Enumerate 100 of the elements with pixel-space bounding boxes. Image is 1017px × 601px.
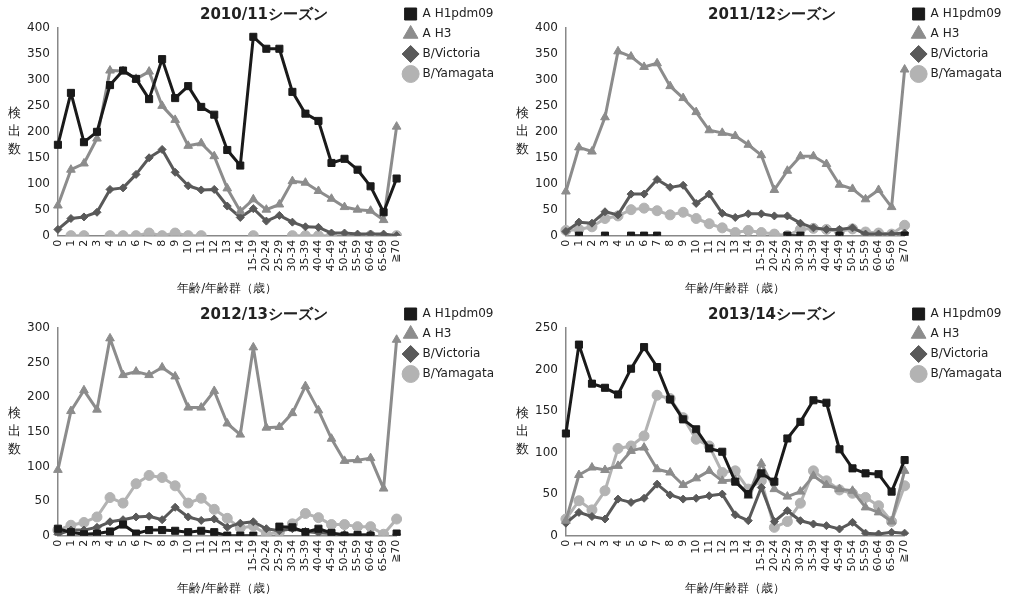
x-tick-label: ≧70	[389, 239, 403, 263]
x-tick-label: 11	[702, 239, 716, 254]
x-tick-label: 35-39	[806, 239, 820, 272]
x-tick-label: 30-34	[793, 539, 807, 572]
legend-label: B/Victoria	[422, 346, 481, 361]
x-tick-label: 40-44	[819, 239, 833, 272]
y-tick-label: 400	[535, 20, 558, 35]
x-tick-label: 20-24	[767, 539, 781, 572]
x-tick-label: 0	[50, 539, 64, 547]
x-tick-label: 12	[207, 239, 221, 254]
x-tick-label: 40-44	[819, 539, 833, 572]
y-tick-label: 50	[542, 201, 558, 216]
x-tick-label: 60-64	[363, 539, 377, 572]
y-tick-label: 100	[27, 175, 50, 190]
legend-label: B/Victoria	[930, 46, 989, 61]
x-tick-label: 10	[181, 239, 195, 254]
x-tick-label: 13	[728, 539, 742, 554]
legend-label: B/Yamagata	[930, 66, 1003, 81]
x-tick-label: 11	[702, 539, 716, 554]
y-tick-label: 250	[27, 354, 50, 369]
x-tick-label: 50-54	[337, 239, 351, 272]
x-tick-label: 50-54	[845, 239, 859, 272]
x-tick-label: 65-69	[884, 539, 898, 572]
x-tick-label: 60-64	[871, 239, 885, 272]
x-tick-label: 25-29	[780, 539, 794, 572]
x-tick-label: 55-59	[350, 539, 364, 572]
y-tick-label: 150	[27, 149, 50, 164]
x-tick-label: 1	[571, 239, 585, 247]
x-tick-label: 35-39	[806, 539, 820, 572]
x-tick-label: 4	[102, 239, 116, 247]
x-tick-label: 2	[584, 539, 598, 547]
y-tick-label: 250	[27, 97, 50, 112]
y-tick-label: 50	[542, 486, 558, 501]
x-tick-label: 5	[115, 539, 129, 547]
x-tick-label: 8	[662, 539, 676, 547]
x-tick-label: 50-54	[845, 539, 859, 572]
x-axis-title: 年齢/年齢群（歳）	[685, 280, 786, 295]
y-tick-label: 200	[535, 361, 558, 376]
y-tick-label: 100	[535, 175, 558, 190]
y-axis-title: 検出数	[515, 105, 529, 157]
x-tick-label: 1	[63, 239, 77, 247]
x-tick-label: 3	[597, 539, 611, 547]
x-tick-label: 25-29	[272, 539, 286, 572]
chart-title: 2011/12シーズン	[707, 4, 837, 23]
y-tick-label: 150	[535, 403, 558, 418]
x-tick-label: 30-34	[285, 539, 299, 572]
x-tick-label: 9	[168, 539, 182, 547]
x-axis-title: 年齢/年齢群（歳）	[177, 280, 278, 295]
x-tick-label: 30-34	[793, 239, 807, 272]
x-tick-label: 35-39	[298, 239, 312, 272]
y-tick-label: 100	[535, 444, 558, 459]
x-tick-label: 25-29	[272, 239, 286, 272]
legend-label: B/Yamagata	[422, 66, 495, 81]
x-tick-label: 40-44	[311, 539, 325, 572]
x-tick-label: 65-69	[376, 239, 390, 272]
chart-title: 2012/13シーズン	[199, 304, 329, 323]
x-tick-label: 2	[76, 239, 90, 247]
y-tick-label: 300	[27, 72, 50, 87]
x-tick-label: 6	[636, 539, 650, 547]
x-tick-label: 10	[689, 239, 703, 254]
x-tick-label: 20-24	[259, 239, 273, 272]
x-tick-label: 3	[89, 239, 103, 247]
x-tick-label: 25-29	[780, 239, 794, 272]
y-axis-title: 検出数	[7, 405, 21, 457]
x-tick-label: 9	[168, 239, 182, 247]
x-tick-label: 6	[128, 239, 142, 247]
y-tick-label: 350	[535, 46, 558, 61]
legend-label: B/Victoria	[422, 46, 481, 61]
legend-label: B/Yamagata	[422, 366, 495, 381]
x-tick-label: ≧70	[897, 539, 911, 563]
y-tick-label: 300	[535, 72, 558, 87]
chart-title: 2010/11シーズン	[199, 4, 329, 23]
x-tick-label: 9	[676, 539, 690, 547]
x-tick-label: 8	[154, 239, 168, 247]
x-tick-label: 8	[662, 239, 676, 247]
legend-label: B/Victoria	[930, 346, 989, 361]
y-tick-label: 100	[27, 458, 50, 473]
x-tick-label: 20-24	[259, 539, 273, 572]
x-tick-label: 12	[715, 539, 729, 554]
x-tick-label: 0	[50, 239, 64, 247]
y-axis-title: 検出数	[7, 105, 21, 157]
x-tick-label: 3	[597, 239, 611, 247]
legend-label: A H3	[930, 326, 960, 341]
x-axis-title: 年齢/年齢群（歳）	[177, 580, 278, 595]
x-tick-label: 3	[89, 539, 103, 547]
y-tick-label: 400	[27, 20, 50, 35]
x-tick-label: 2	[584, 239, 598, 247]
legend-label: A H1pdm09	[930, 306, 1002, 321]
y-tick-label: 50	[34, 493, 50, 508]
y-axis-title: 検出数	[515, 405, 529, 457]
x-tick-label: ≧70	[897, 239, 911, 263]
y-tick-label: 200	[27, 389, 50, 404]
x-tick-label: 45-49	[324, 239, 338, 272]
x-tick-label: 14	[233, 539, 247, 554]
x-tick-label: 10	[689, 539, 703, 554]
x-tick-label: 15-19	[754, 539, 768, 572]
x-tick-label: 11	[194, 239, 208, 254]
x-tick-label: 4	[610, 539, 624, 547]
x-tick-label: 5	[623, 539, 637, 547]
x-tick-label: 10	[181, 539, 195, 554]
